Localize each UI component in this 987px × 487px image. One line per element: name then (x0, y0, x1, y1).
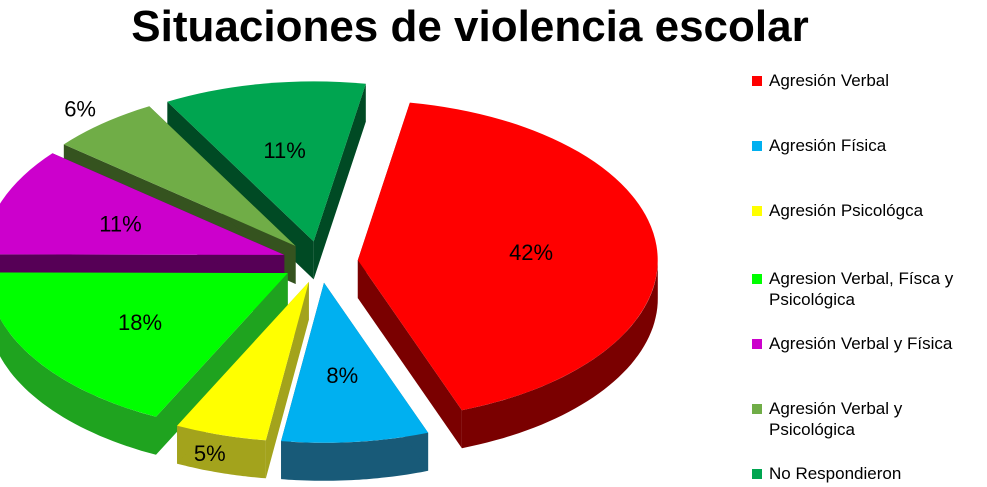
legend-label: Agresión Psicológca (769, 201, 924, 220)
data-label-3: 18% (118, 310, 162, 335)
data-label-5: 6% (64, 97, 96, 122)
legend-swatch (752, 274, 762, 284)
legend-label: Agresión Física (769, 136, 887, 155)
legend-label: Agresión Verbal y Psicológica (769, 399, 903, 439)
legend-label: Agresión Verbal (769, 71, 890, 90)
legend-swatch (752, 339, 762, 349)
data-label-4: 11% (99, 212, 141, 237)
data-label-2: 5% (194, 441, 226, 466)
legend-swatch (752, 141, 762, 151)
slice-3-side (0, 318, 156, 455)
slice-6-top (167, 81, 366, 242)
slice-3-top (0, 272, 288, 417)
slice-4-top (0, 153, 285, 255)
legend-label: Agresión Verbal y Física (769, 334, 953, 353)
chart-title: Situaciones de violencia escolar (131, 2, 809, 51)
slice-0-wall (357, 260, 462, 449)
legend-label: No Respondieron (769, 464, 902, 483)
data-label-1: 8% (326, 363, 358, 388)
legend-swatch (752, 206, 762, 216)
slice-6-wall (313, 83, 366, 280)
slice-3-wall (156, 273, 288, 455)
slice-0-top (357, 102, 658, 411)
slice-1-top (281, 282, 429, 443)
slice-2-top (177, 281, 309, 441)
legend-label: Agresion Verbal, Físca y Psicológica (769, 269, 954, 309)
slice-0-side (461, 260, 658, 449)
slice-5-top (63, 106, 296, 246)
legend-swatch (752, 469, 762, 479)
slice-1-side (281, 432, 429, 481)
legend-swatch (752, 76, 762, 86)
data-label-6: 11% (263, 138, 305, 163)
data-label-0: 42% (509, 240, 553, 265)
legend-swatch (752, 404, 762, 414)
